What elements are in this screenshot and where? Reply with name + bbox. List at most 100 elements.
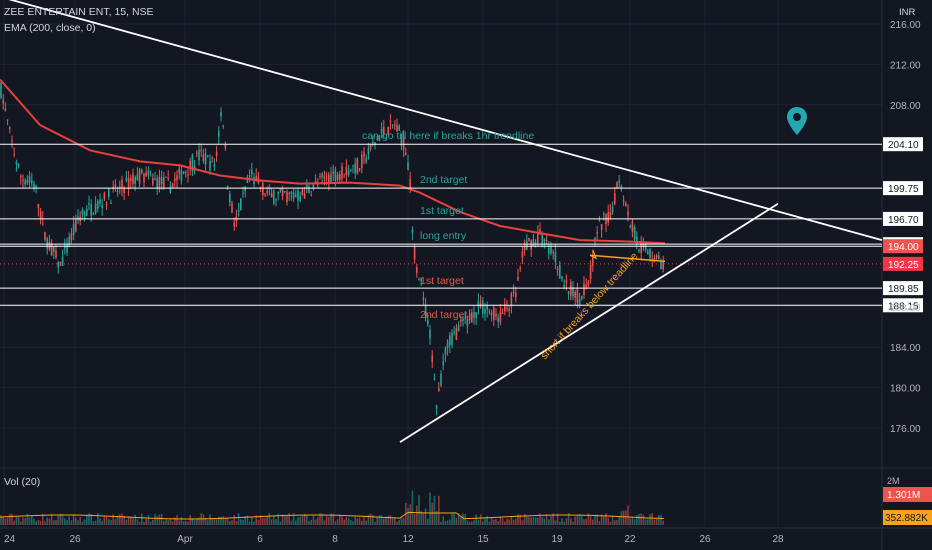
volume-bar bbox=[149, 521, 152, 525]
candle-body bbox=[616, 182, 618, 189]
volume-bar bbox=[42, 513, 44, 525]
candle-body bbox=[444, 347, 447, 355]
volume-bar bbox=[449, 519, 451, 525]
candle-body bbox=[446, 341, 449, 348]
candle-body bbox=[266, 190, 268, 193]
volume-bar bbox=[462, 513, 464, 525]
volume-bar bbox=[374, 521, 376, 525]
volume-average-badge-text: 352.882K bbox=[885, 513, 928, 524]
candle-body bbox=[248, 175, 251, 177]
candle-body bbox=[521, 251, 524, 258]
candle-body bbox=[130, 178, 132, 182]
volume-bar bbox=[132, 518, 134, 525]
volume-bar bbox=[251, 516, 253, 525]
candle-body bbox=[37, 204, 40, 209]
volume-bar bbox=[435, 510, 438, 525]
volume-bar bbox=[519, 514, 521, 525]
volume-bar bbox=[22, 517, 24, 525]
volume-bar bbox=[66, 519, 68, 525]
candle-body bbox=[328, 174, 330, 185]
volume-bar bbox=[222, 516, 224, 525]
candle-body bbox=[427, 319, 429, 325]
volume-bar bbox=[178, 520, 180, 525]
candle-body bbox=[286, 191, 288, 203]
volume-bar bbox=[308, 520, 310, 525]
volume-bar bbox=[468, 521, 471, 525]
volume-bar bbox=[497, 521, 499, 525]
candle-body bbox=[347, 170, 350, 175]
candle-body bbox=[295, 194, 297, 197]
symbol-title[interactable]: ZEE ENTERTAIN ENT, 15, NSE bbox=[4, 6, 154, 18]
candle-body bbox=[77, 216, 79, 221]
volume-bar bbox=[581, 516, 583, 525]
volume-bar bbox=[191, 518, 194, 525]
candle-body bbox=[292, 192, 295, 199]
volume-bar bbox=[171, 521, 174, 525]
neckline-arrowhead bbox=[589, 250, 598, 260]
volume-bar bbox=[259, 514, 262, 525]
candle-body bbox=[383, 127, 385, 135]
candle-body bbox=[237, 210, 240, 212]
candle-body bbox=[156, 178, 158, 189]
candle-body bbox=[380, 129, 383, 134]
volume-bar bbox=[559, 521, 561, 525]
candle-body bbox=[264, 193, 266, 195]
volume-bar bbox=[114, 518, 117, 525]
volume-bar bbox=[152, 519, 154, 525]
candle-body bbox=[64, 246, 66, 249]
volume-bar bbox=[625, 510, 627, 525]
candle-body bbox=[101, 205, 103, 209]
volume-bar bbox=[504, 521, 506, 525]
time-tick-label: 26 bbox=[699, 534, 711, 545]
volume-bar bbox=[176, 515, 178, 525]
volume-bar bbox=[365, 520, 367, 525]
candle-body bbox=[110, 203, 112, 205]
candle-body bbox=[354, 163, 356, 174]
volume-bar bbox=[145, 519, 147, 525]
volume-bar bbox=[534, 517, 537, 525]
time-tick-label: 26 bbox=[69, 534, 81, 545]
volume-bar bbox=[209, 514, 211, 525]
candle-body bbox=[411, 229, 414, 233]
volume-legend[interactable]: Vol (20) bbox=[4, 476, 41, 488]
candle-body bbox=[90, 204, 92, 217]
volume-bar bbox=[444, 521, 447, 525]
volume-bar bbox=[440, 521, 442, 525]
volume-bar bbox=[270, 519, 273, 525]
ema-indicator-legend[interactable]: EMA (200, close, 0) bbox=[4, 22, 96, 34]
candle-body bbox=[44, 231, 46, 240]
volume-bar bbox=[70, 520, 73, 525]
volume-bar bbox=[61, 514, 64, 525]
volume-bar bbox=[464, 514, 466, 525]
candle-body bbox=[543, 238, 546, 242]
volume-bar bbox=[512, 519, 515, 525]
level-badge-text: 194.00 bbox=[888, 242, 919, 253]
volume-bar bbox=[490, 517, 493, 525]
volume-bar bbox=[361, 520, 363, 525]
candle-body bbox=[578, 299, 581, 305]
candle-body bbox=[614, 193, 616, 204]
volume-bar bbox=[594, 514, 596, 525]
volume-last-badge-text: 1.301M bbox=[887, 490, 920, 501]
candle-body bbox=[402, 136, 405, 150]
level-badge bbox=[883, 281, 923, 296]
candle-body bbox=[13, 154, 15, 156]
candle-body bbox=[215, 151, 218, 156]
candle-body bbox=[493, 307, 495, 320]
candle-body bbox=[33, 183, 35, 189]
volume-bar bbox=[55, 519, 57, 525]
volume-bar bbox=[633, 519, 636, 525]
candle-body bbox=[31, 180, 33, 184]
candle-body bbox=[372, 142, 374, 144]
candle-body bbox=[288, 192, 290, 194]
volume-bar bbox=[647, 519, 649, 525]
candle-body bbox=[600, 224, 603, 230]
candle-body bbox=[200, 150, 202, 152]
volume-bar bbox=[97, 513, 99, 525]
candle-body bbox=[350, 170, 352, 172]
volume-bar bbox=[411, 490, 414, 525]
volume-bar bbox=[255, 515, 257, 525]
map-pin-icon[interactable] bbox=[786, 106, 808, 136]
